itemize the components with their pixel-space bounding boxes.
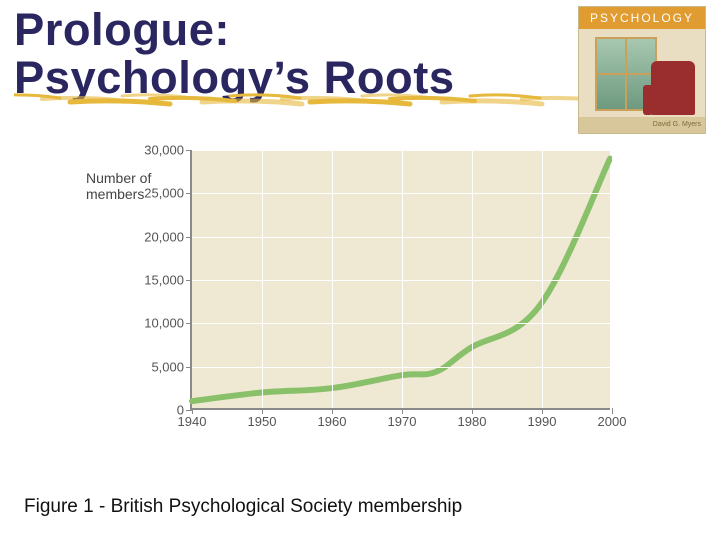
y-tick-label: 30,000 (144, 143, 184, 158)
membership-line-series (192, 150, 610, 408)
y-tick-label: 5,000 (151, 359, 184, 374)
gridline-vertical (262, 150, 263, 408)
gridline-vertical (472, 150, 473, 408)
slide-title: Prologue: Psychology’s Roots (14, 6, 574, 101)
y-tick-label: 20,000 (144, 229, 184, 244)
gridline-vertical (542, 150, 543, 408)
y-tick-label: 15,000 (144, 273, 184, 288)
x-tick-label: 1970 (388, 414, 417, 429)
y-tick-label: 25,000 (144, 186, 184, 201)
textbook-thumbnail: PSYCHOLOGY David G. Myers (578, 6, 706, 134)
gridline-vertical (402, 150, 403, 408)
gridline-horizontal (192, 237, 610, 238)
gridline-horizontal (192, 367, 610, 368)
title-line-1: Prologue: (14, 4, 230, 55)
textbook-chair-art (651, 61, 695, 115)
textbook-title-bar: PSYCHOLOGY (579, 7, 705, 29)
textbook-author: David G. Myers (579, 117, 705, 133)
x-tick-label: 1940 (178, 414, 207, 429)
x-tick-label: 1960 (318, 414, 347, 429)
x-tick-label: 1990 (528, 414, 557, 429)
gridline-horizontal (192, 150, 610, 151)
x-tick-label: 1980 (458, 414, 487, 429)
y-tick-label: 10,000 (144, 316, 184, 331)
gridline-vertical (332, 150, 333, 408)
figure-caption: Figure 1 - British Psychological Society… (24, 496, 462, 518)
membership-chart: Number of members 05,00010,00015,00020,0… (90, 140, 650, 460)
gridline-horizontal (192, 193, 610, 194)
x-tick-label: 2000 (598, 414, 627, 429)
title-underline-decoration (14, 90, 594, 114)
gridline-horizontal (192, 280, 610, 281)
plot-area: 05,00010,00015,00020,00025,00030,0001940… (190, 150, 610, 410)
gridline-horizontal (192, 323, 610, 324)
gridline-vertical (612, 150, 613, 408)
x-tick-label: 1950 (248, 414, 277, 429)
